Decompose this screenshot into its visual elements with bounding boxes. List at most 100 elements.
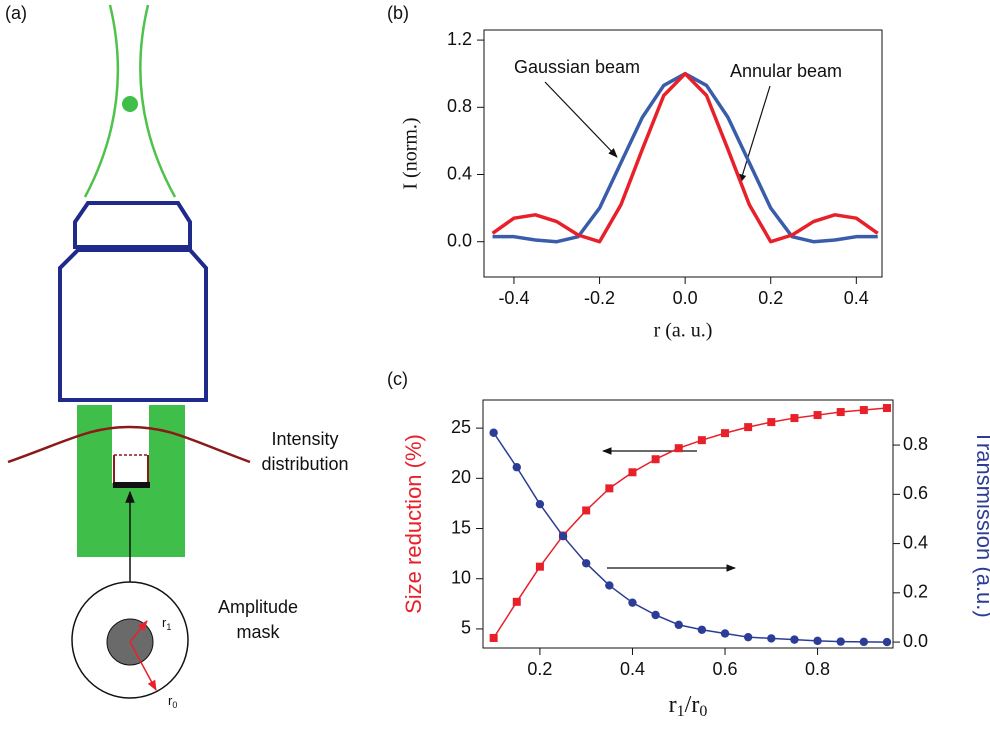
label: Amplitude bbox=[218, 597, 298, 617]
intensity-curve bbox=[7, 425, 251, 464]
y2-tick-label: 0.4 bbox=[903, 532, 928, 552]
y-tick-label: 0.4 bbox=[447, 163, 472, 183]
label: 1 bbox=[166, 622, 171, 632]
focus-spot bbox=[122, 96, 138, 112]
line bbox=[493, 432, 887, 643]
objective-top bbox=[73, 201, 192, 249]
label: r0 bbox=[168, 693, 177, 710]
label: distribution bbox=[261, 454, 348, 474]
x-tick-label: -0.4 bbox=[498, 288, 529, 308]
diagram: Intensity distribution Amplitude mask r1… bbox=[7, 4, 349, 710]
y-axis-label: Size reduction (%) bbox=[401, 434, 426, 614]
panel-label: (a) bbox=[5, 3, 27, 23]
y2-tick-label: 0.8 bbox=[903, 434, 928, 454]
marker bbox=[767, 418, 776, 427]
marker bbox=[882, 637, 892, 647]
y-tick-label: 5 bbox=[461, 618, 471, 638]
marker bbox=[720, 629, 730, 638]
annotation-arrow bbox=[738, 85, 771, 184]
x-axis-label-part: 0 bbox=[699, 703, 707, 720]
y-tick-label: 15 bbox=[451, 517, 471, 537]
marker bbox=[790, 635, 799, 644]
marker bbox=[628, 468, 637, 477]
y2-axis-label: Transmission (a.u.) bbox=[972, 430, 990, 617]
x-tick-label: 0.8 bbox=[805, 659, 830, 679]
beam-edge bbox=[139, 4, 177, 198]
beam-slot bbox=[112, 405, 149, 483]
x-tick-label: 0.0 bbox=[673, 288, 698, 308]
marker bbox=[882, 404, 891, 413]
label: 0 bbox=[172, 700, 177, 710]
marker bbox=[836, 637, 845, 646]
line bbox=[492, 71, 878, 244]
marker bbox=[674, 444, 683, 453]
marker bbox=[512, 463, 521, 472]
x-axis-label-part: 1 bbox=[677, 703, 685, 720]
marker bbox=[697, 625, 707, 634]
marker bbox=[859, 406, 868, 415]
marker bbox=[651, 455, 660, 464]
y-tick-label: 0.8 bbox=[447, 96, 472, 116]
marker bbox=[813, 411, 822, 420]
line bbox=[491, 71, 879, 244]
marker bbox=[581, 559, 591, 568]
y2-tick-label: 0.2 bbox=[903, 582, 928, 602]
marker bbox=[605, 484, 614, 493]
marker bbox=[535, 562, 544, 571]
marker bbox=[582, 506, 591, 515]
label: r bbox=[162, 615, 167, 630]
x-tick-label: 0.6 bbox=[713, 659, 738, 679]
annotation-arrow bbox=[544, 81, 618, 158]
marker bbox=[535, 499, 545, 509]
label: Intensity bbox=[271, 429, 338, 449]
label: r bbox=[168, 693, 173, 708]
plot-frame bbox=[482, 399, 894, 649]
annotation: Gaussian beam bbox=[514, 57, 640, 77]
marker bbox=[605, 581, 614, 590]
marker bbox=[813, 636, 822, 646]
marker bbox=[512, 597, 521, 606]
marker bbox=[628, 598, 637, 607]
y-axis-label: I (norm.) bbox=[400, 117, 422, 189]
x-axis-label-part: /r bbox=[685, 692, 700, 718]
y-tick-label: 20 bbox=[451, 467, 471, 487]
radius-arrow bbox=[129, 641, 157, 691]
marker bbox=[744, 423, 753, 432]
panel-label: (c) bbox=[387, 369, 408, 389]
y2-tick-label: 0.6 bbox=[903, 483, 928, 503]
marker bbox=[836, 408, 845, 417]
plot-frame bbox=[483, 29, 883, 278]
marker bbox=[721, 429, 730, 438]
radius-arrow bbox=[129, 620, 148, 643]
marker bbox=[651, 610, 660, 620]
beam-edge bbox=[83, 4, 120, 198]
x-tick-label: 0.4 bbox=[620, 659, 645, 679]
x-axis-label: r (a. u.) bbox=[654, 320, 713, 342]
x-tick-label: 0.4 bbox=[844, 288, 869, 308]
label: r1 bbox=[162, 615, 171, 632]
x-tick-label: 0.2 bbox=[527, 659, 552, 679]
objective-body bbox=[58, 248, 208, 402]
marker bbox=[790, 414, 799, 423]
mask-profile bbox=[113, 455, 149, 483]
mask-bar bbox=[113, 482, 150, 488]
marker bbox=[697, 436, 706, 445]
x-tick-label: -0.2 bbox=[584, 288, 615, 308]
marker bbox=[859, 637, 869, 647]
x-axis-label: r1/r0 bbox=[669, 692, 708, 720]
marker bbox=[558, 531, 568, 541]
y-tick-label: 1.2 bbox=[447, 29, 472, 49]
y-tick-label: 0.0 bbox=[447, 230, 472, 250]
y2-tick-label: 0.0 bbox=[903, 631, 928, 651]
marker bbox=[489, 428, 498, 437]
x-tick-label: 0.2 bbox=[758, 288, 783, 308]
marker bbox=[674, 620, 683, 630]
y-tick-label: 10 bbox=[451, 567, 471, 587]
marker bbox=[767, 634, 776, 643]
marker bbox=[743, 632, 753, 642]
y-tick-label: 25 bbox=[451, 417, 471, 437]
annotation: Annular beam bbox=[730, 61, 842, 81]
marker bbox=[489, 633, 498, 642]
